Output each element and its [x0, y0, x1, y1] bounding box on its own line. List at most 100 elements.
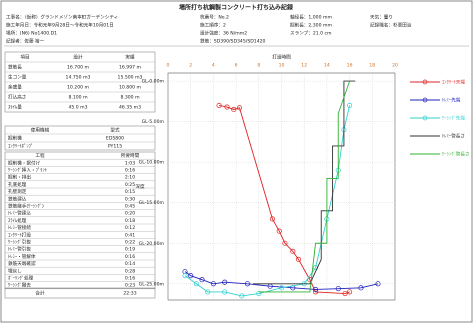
legend-label: ｺﾝｸﾘｰﾄ天端 [442, 79, 465, 86]
table-cell: 0:16 [125, 276, 135, 282]
table-cell: 0:14 [125, 261, 135, 267]
table-cell: 0:41 [125, 232, 135, 238]
legend-label: ｹｰｼﾝｸﾞ管長さ [442, 151, 470, 158]
table-cell: 0:16 [125, 168, 135, 174]
data-point [278, 285, 285, 291]
table-cell: 14.750 m3 [66, 75, 91, 81]
table-cell: 0:45 [125, 204, 135, 210]
data-point [216, 102, 222, 108]
header-field: 掘削長：2,300 mm [290, 22, 332, 29]
table-cell: 余盛量 [8, 84, 22, 91]
table-cell: 鉄筋継手(ｹｰｼﾝｸﾞ) [8, 203, 44, 210]
table-header: 実績 [125, 54, 135, 61]
total-value: 22:33 [123, 291, 136, 297]
table-cell: 46.35 m3 [119, 105, 141, 111]
data-point [182, 273, 188, 279]
header-field: スランプ：21.0 cm [290, 31, 332, 37]
table-cell: 8.100 m [68, 95, 88, 101]
table-cell: 0:22 [125, 240, 135, 246]
table-cell: ﾄﾚﾐｰ管接続 [8, 224, 31, 231]
table-cell: 鉄筋長 [8, 64, 22, 71]
data-point [256, 290, 262, 297]
legend-label: ｹｰｼﾝｸﾞ先端 [442, 115, 465, 122]
table-cell: ｽﾗｲﾑ量 [8, 104, 22, 111]
data-point [312, 286, 319, 293]
table-cell: 鉄筋天端確認 [8, 260, 36, 267]
data-point [269, 216, 275, 222]
table-header: 項目 [20, 55, 29, 61]
legend-marker [422, 97, 428, 103]
table-cell: 埋戻し [8, 267, 22, 274]
series-line [258, 80, 351, 293]
x-tick-label: 4 [212, 63, 215, 69]
header-field: 天気：曇り [370, 14, 393, 21]
table-cell: 生コン量 [8, 74, 27, 81]
table-cell: 2:10 [125, 175, 135, 181]
table-cell: ｹｰｼﾝｸﾞ挿入・ﾌﾟﾗﾝﾄ [8, 167, 47, 174]
table-cell: 45.0 m3 [68, 105, 87, 111]
data-point [222, 289, 228, 295]
table-frame [4, 125, 156, 151]
table-cell: PY115 [108, 144, 122, 150]
table-cell: 0:23 [125, 283, 135, 289]
data-point [295, 256, 302, 263]
table-cell: ｺﾝｸﾘｰﾄﾎﾟﾝﾌﾟ [8, 143, 33, 150]
data-point [210, 281, 216, 287]
data-point [193, 281, 199, 287]
y-tick-label: GL-5.00m [142, 119, 165, 125]
table-header: 型式 [110, 127, 120, 134]
data-point [236, 105, 243, 111]
table-cell: ﾎﾞｰﾘﾝｸﾞ処理 [8, 275, 34, 282]
header-field: 記録職名：杉要田治 [370, 22, 412, 29]
x-tick-label: 0 [167, 63, 170, 69]
x-tick-label: 16 [347, 63, 353, 69]
data-point [290, 248, 296, 254]
legend-label: ﾄﾚﾐｰ管長さ [442, 133, 465, 140]
table-cell: 0:18 [125, 218, 135, 224]
data-point [375, 281, 381, 287]
table-cell: 0:19 [125, 247, 135, 253]
y-tick-label: GL-15.00m [139, 200, 165, 206]
header-field: 施工年月日：令和元年9月28日～令和元年10月01日 [6, 22, 114, 29]
table-cell: 0:16 [125, 254, 135, 260]
data-point [224, 104, 230, 110]
legend-marker [422, 115, 428, 121]
table-cell: ｹｰｼﾝｸﾞ撤去 [8, 282, 31, 289]
table-header: 所要時間 [121, 152, 140, 159]
table-cell: 16.997 m [119, 65, 142, 71]
total-label: 合計 [35, 290, 45, 297]
header-field: 工事名：（仮称）グランドメゾン南本町ガーデンシティ [6, 14, 118, 21]
table-cell: ﾄﾚﾐｰ・管解体 [8, 253, 36, 260]
table-header: 設計 [73, 54, 83, 61]
x-axis-title: 打設時間 [272, 54, 291, 61]
x-tick-label: 18 [369, 63, 375, 69]
table-cell: 16.700 m [67, 65, 90, 71]
data-point [239, 293, 245, 299]
y-axis-title: 深度 [135, 183, 145, 190]
data-point [335, 286, 341, 292]
data-point [244, 281, 251, 287]
header-field: 場所：(N6) No1400.D1 [6, 30, 57, 37]
table-cell: 0:20 [125, 211, 135, 217]
table-cell: 鉄筋建込 [8, 195, 27, 202]
table-cell: ﾄﾚﾐｰ管建込 [8, 210, 31, 217]
table-cell: 0:12 [125, 225, 135, 231]
data-point [282, 240, 288, 246]
table-cell: 掘削機 [8, 135, 22, 142]
header-field: 設計強度：36 N/mm2 [200, 30, 247, 37]
table-cell: 掘削・排出 [8, 174, 31, 181]
x-tick-label: 14 [324, 63, 330, 69]
legend-label: ﾄﾚﾐｰ先端 [442, 97, 461, 104]
table-cell: 1:03 [125, 160, 135, 166]
legend-marker [422, 79, 428, 85]
data-point [342, 290, 348, 297]
table-cell: ｹｰｼﾝｸﾞ引抜 [8, 239, 31, 246]
x-tick-label: 12 [301, 63, 307, 69]
header-field: 記録者：佐藤 裕一 [6, 38, 45, 45]
y-tick-label: GL-25.00m [139, 281, 165, 287]
table-cell: ED5800 [106, 136, 124, 142]
data-point [347, 289, 353, 295]
table-cell: ﾄﾚﾐｰ管引抜 [8, 246, 31, 253]
data-point [276, 228, 282, 234]
